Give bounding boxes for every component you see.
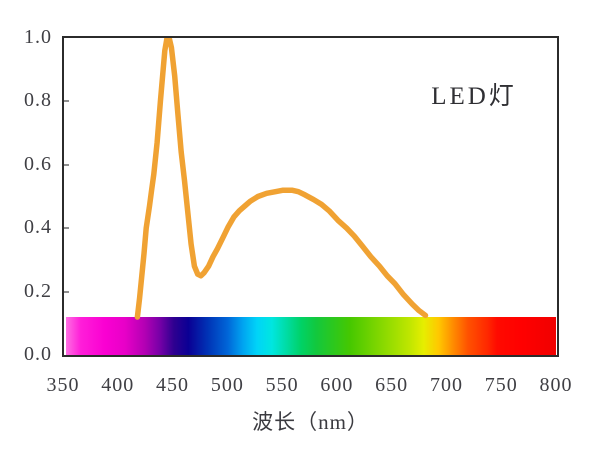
x-tick-label: 550 xyxy=(265,374,299,396)
series-annotation: LED灯 xyxy=(431,83,517,110)
plot-inner xyxy=(64,38,557,355)
y-tick-label: 1.0 xyxy=(24,26,52,48)
x-tick-label: 750 xyxy=(484,374,518,396)
y-tick-label: 0.0 xyxy=(24,343,52,365)
spectrum-curve xyxy=(134,38,429,320)
x-axis-title: 波长（nm） xyxy=(252,410,369,434)
y-axis-tick-mark xyxy=(64,163,69,166)
x-tick-label: 400 xyxy=(101,374,135,396)
x-tick-label: 350 xyxy=(46,374,80,396)
spectrum-color-bar xyxy=(66,317,556,355)
x-tick-label: 700 xyxy=(429,374,463,396)
led-curve-line xyxy=(134,38,429,320)
x-tick-label: 650 xyxy=(375,374,409,396)
x-tick-label: 600 xyxy=(320,374,354,396)
y-tick-label: 0.4 xyxy=(24,216,52,239)
x-tick-label: 450 xyxy=(156,374,190,396)
x-tick-label: 800 xyxy=(539,374,573,396)
x-tick-label: 500 xyxy=(210,374,244,396)
y-tick-label: 0.2 xyxy=(24,279,52,302)
plot-area: LED灯 xyxy=(62,36,559,357)
y-axis-tick-mark xyxy=(64,100,69,103)
y-axis-tick-mark xyxy=(64,290,69,293)
y-tick-label: 0.8 xyxy=(24,89,52,112)
y-axis-tick-mark xyxy=(64,227,69,230)
y-tick-label: 0.6 xyxy=(24,152,52,175)
